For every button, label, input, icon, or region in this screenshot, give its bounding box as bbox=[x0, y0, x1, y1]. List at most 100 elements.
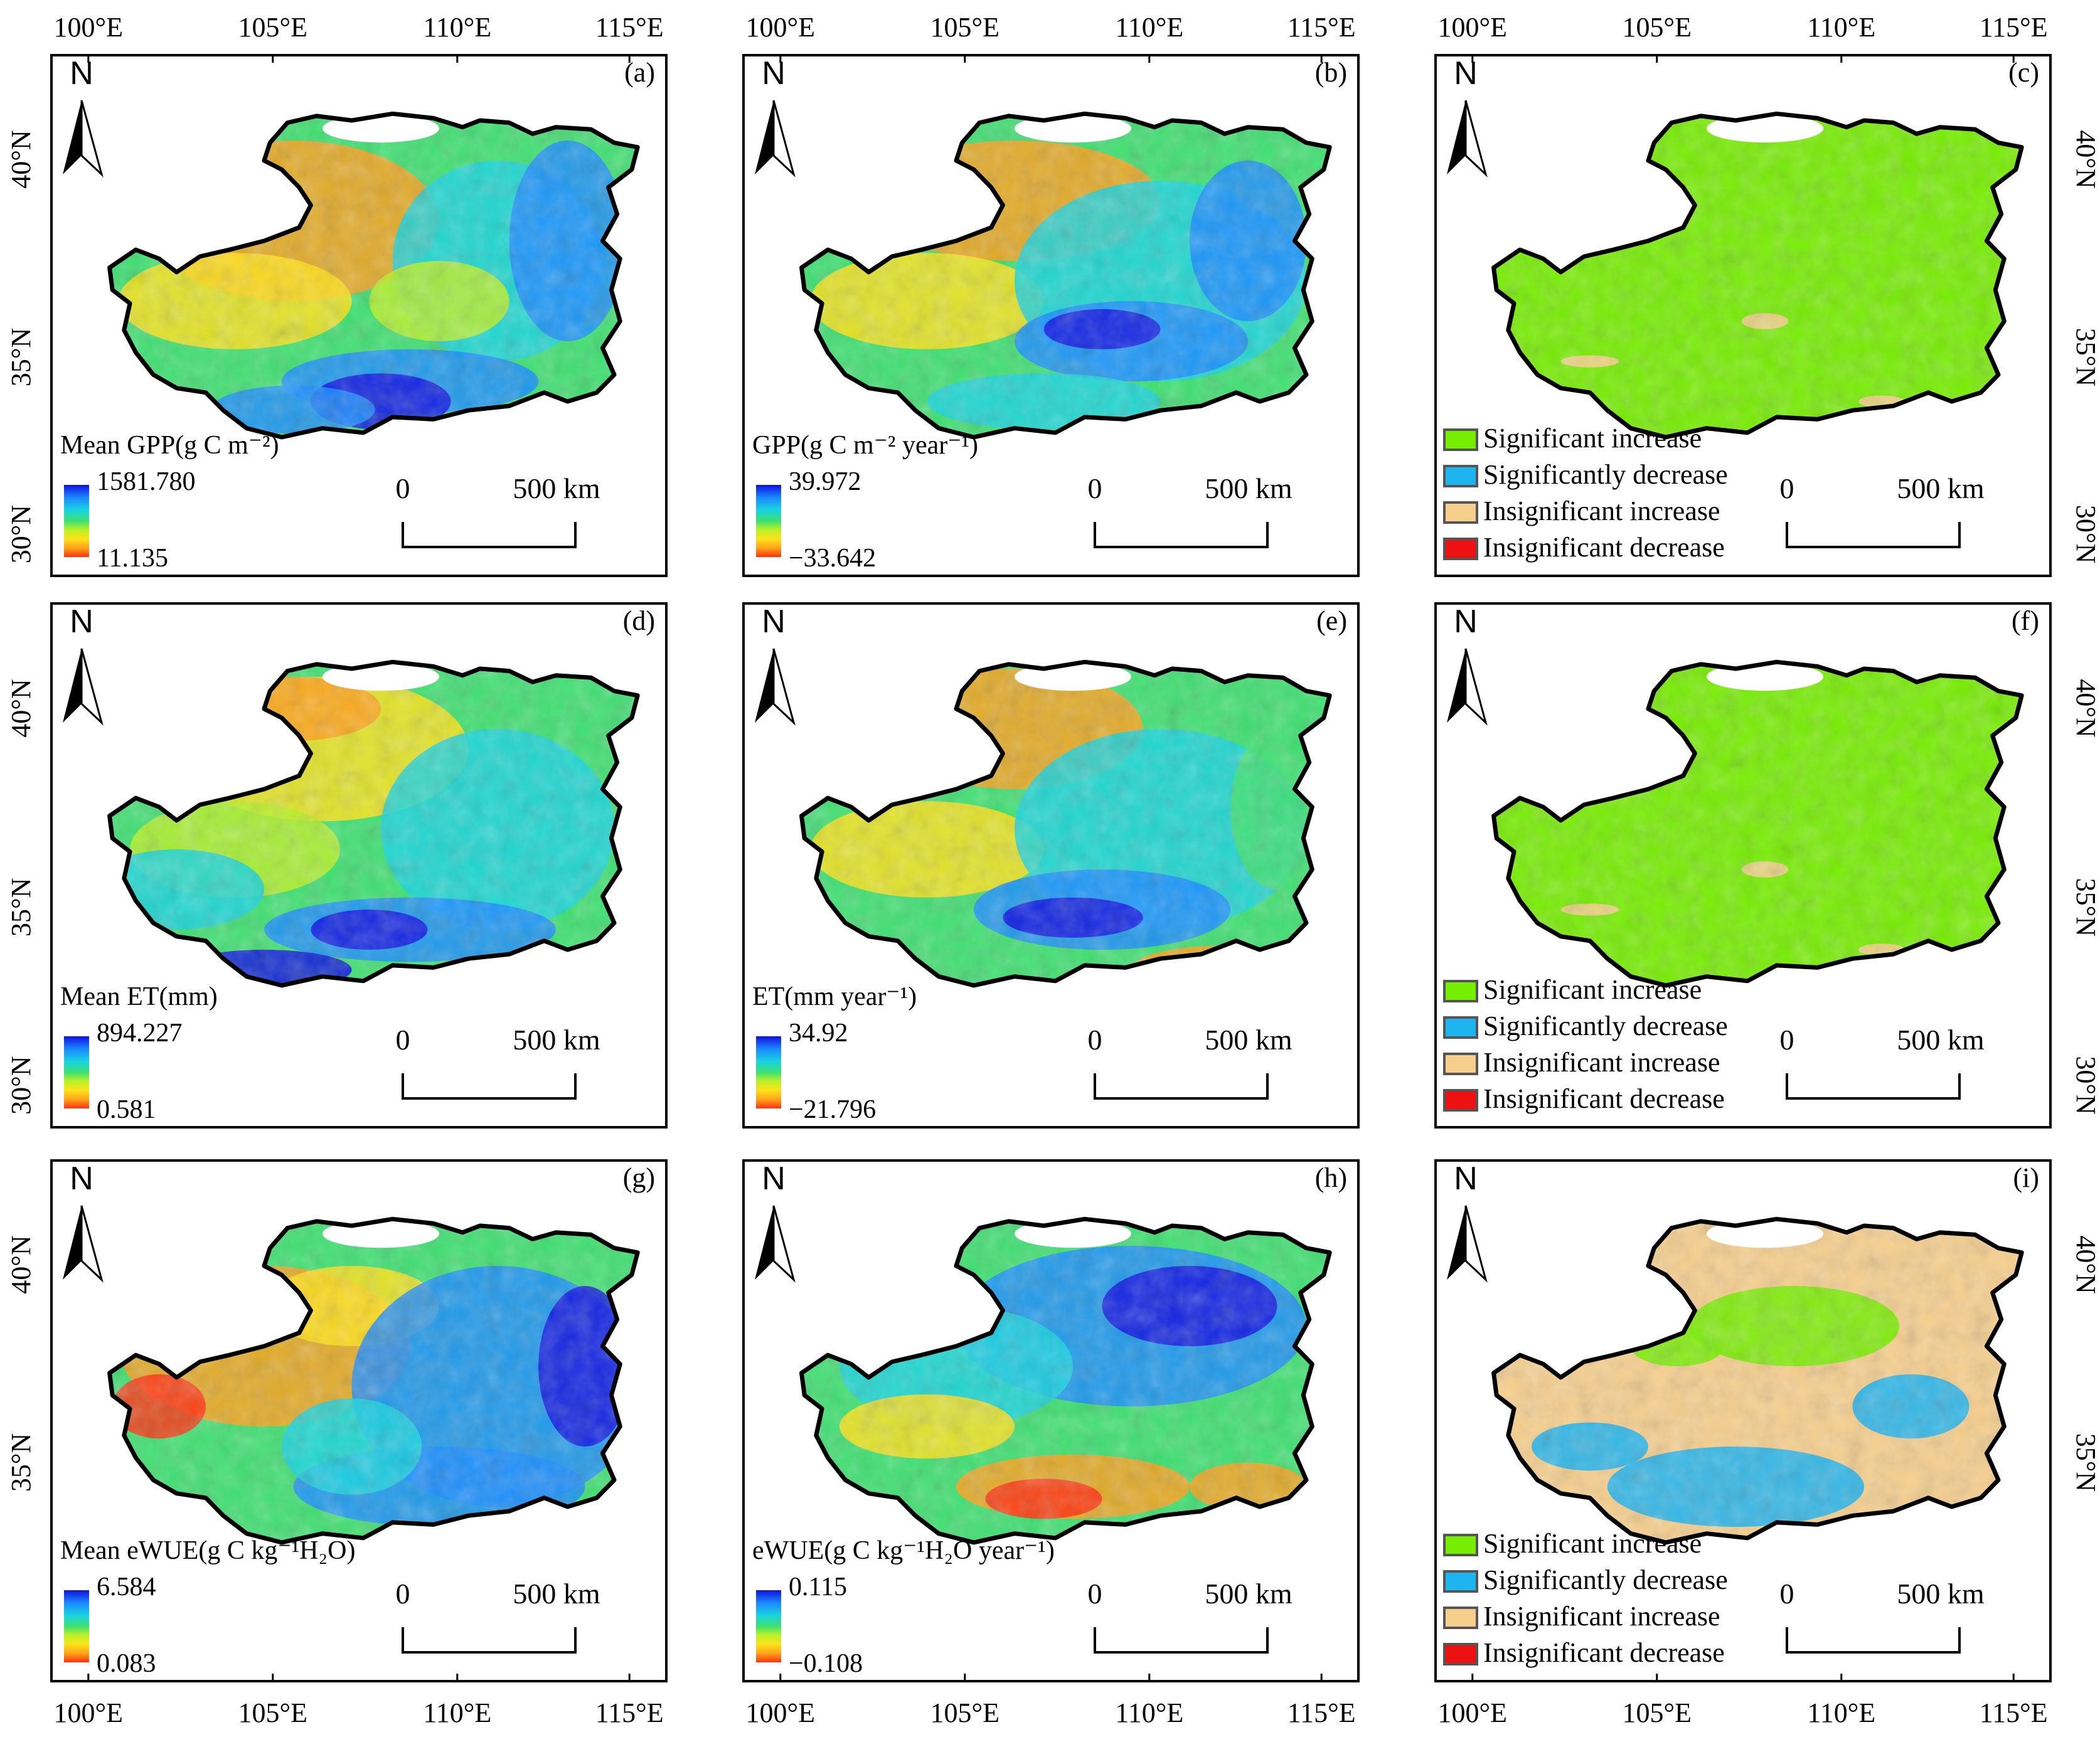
legend-max: 6.584 bbox=[97, 1573, 156, 1602]
north-arrow-right bbox=[1464, 1205, 1488, 1283]
panel-letter: (g) bbox=[623, 1162, 655, 1193]
left-axis-label: 35°N bbox=[6, 878, 36, 937]
panel-letter: (b) bbox=[1315, 57, 1347, 88]
color-ramp bbox=[64, 1590, 89, 1662]
legend-item: Insignificant decrease bbox=[1483, 532, 1725, 563]
region-boundary bbox=[1491, 111, 2024, 440]
top-axis-label: 100°E bbox=[54, 12, 123, 43]
scale-line bbox=[1094, 1073, 1269, 1100]
bottom-axis-label: 115°E bbox=[1980, 1697, 2048, 1728]
right-axis-label: 30°N bbox=[2071, 505, 2100, 563]
north-arrow-left bbox=[755, 1206, 774, 1280]
scale-line bbox=[1094, 1627, 1269, 1654]
map-panel-d[interactable]: (d) N 0 500 km Mean ET(mm) 894.227 0.581 bbox=[50, 602, 673, 1129]
north-label: N bbox=[1454, 1161, 1478, 1197]
right-axis-label: 40°N bbox=[2071, 679, 2100, 737]
legend-max: 1581.780 bbox=[97, 467, 196, 496]
scale-zero: 0 bbox=[1088, 472, 1102, 504]
scale-bar: 0 500 km bbox=[1780, 1578, 1985, 1654]
panel-letter: (h) bbox=[1315, 1162, 1347, 1193]
legend-title: eWUE(g C kg⁻¹H₂O year⁻¹) bbox=[752, 1536, 1055, 1565]
legend-title: Mean GPP(g C m⁻²) bbox=[60, 431, 279, 460]
north-arrow-left bbox=[755, 100, 774, 174]
legend-swatch bbox=[1443, 1607, 1478, 1629]
left-axis-label: 30°N bbox=[6, 505, 36, 563]
scale-zero: 0 bbox=[396, 1024, 410, 1056]
scale-line bbox=[1094, 522, 1269, 548]
left-axis-label: 40°N bbox=[6, 679, 36, 737]
north-arrow-icon: N bbox=[63, 603, 104, 726]
legend: Significant increase Significantly decrea… bbox=[1443, 1528, 1728, 1668]
legend: eWUE(g C kg⁻¹H₂O year⁻¹) 0.115 −0.108 bbox=[752, 1536, 1055, 1678]
bottom-axis-label: 100°E bbox=[746, 1697, 815, 1728]
north-arrow-right bbox=[772, 648, 796, 726]
top-axis-label: 110°E bbox=[1807, 12, 1875, 43]
scale-distance: 500 km bbox=[1205, 472, 1293, 504]
map-panel-h[interactable]: (h) N 0 500 km eWUE(g C kg⁻¹H₂O year⁻¹) 0.115… bbox=[742, 1159, 1365, 1682]
legend: Significant increase Significantly decrea… bbox=[1443, 974, 1728, 1114]
map-panel-b[interactable]: (b) N 0 500 km GPP(g C m⁻² year⁻¹) 39.972 −33.… bbox=[742, 54, 1365, 577]
right-axis-label: 35°N bbox=[2071, 878, 2100, 937]
legend-swatch bbox=[1443, 1016, 1478, 1039]
scale-distance: 500 km bbox=[513, 1024, 600, 1056]
legend-item: Insignificant increase bbox=[1483, 1047, 1720, 1078]
legend-item: Significant increase bbox=[1483, 1528, 1702, 1559]
legend: Mean eWUE(g C kg⁻¹H₂O) 6.584 0.083 bbox=[60, 1536, 355, 1678]
scale-bar: 0 500 km bbox=[1088, 1024, 1293, 1100]
scale-bar: 0 500 km bbox=[1088, 1578, 1293, 1654]
north-label: N bbox=[70, 603, 93, 640]
top-axis-label: 115°E bbox=[1287, 12, 1356, 43]
scale-line bbox=[402, 522, 577, 548]
bottom-axis-label: 100°E bbox=[1438, 1697, 1507, 1728]
north-label: N bbox=[1454, 55, 1478, 92]
map-panel-e[interactable]: (e) N 0 500 km ET(mm year⁻¹) 34.92 −21.796 bbox=[742, 602, 1365, 1129]
legend-min: −33.642 bbox=[789, 544, 876, 573]
north-arrow-icon: N bbox=[63, 55, 104, 178]
north-label: N bbox=[762, 1161, 786, 1197]
legend-swatch bbox=[1443, 1053, 1478, 1075]
panel-letter: (d) bbox=[623, 605, 655, 636]
scale-line bbox=[1786, 1073, 1961, 1100]
legend: Mean ET(mm) 894.227 0.581 bbox=[60, 982, 218, 1124]
right-axis-label: 35°N bbox=[2071, 1433, 2100, 1492]
scale-line bbox=[402, 1073, 577, 1100]
north-label: N bbox=[70, 55, 93, 92]
top-axis-label: 100°E bbox=[746, 12, 815, 43]
scale-line bbox=[1786, 522, 1961, 548]
bottom-axis-label: 105°E bbox=[1623, 1697, 1692, 1728]
legend-min: 0.083 bbox=[97, 1649, 156, 1678]
legend-swatch bbox=[1443, 428, 1478, 451]
right-axis-label: 35°N bbox=[2071, 328, 2100, 386]
color-ramp bbox=[64, 1036, 89, 1108]
raster-layer bbox=[1493, 114, 2022, 437]
raster-layer bbox=[801, 1219, 1330, 1543]
legend-item: Significantly decrease bbox=[1483, 1011, 1728, 1041]
left-axis-label: 40°N bbox=[6, 1235, 36, 1293]
region-boundary bbox=[107, 1216, 640, 1545]
scale-bar: 0 500 km bbox=[396, 1024, 600, 1100]
legend-swatch bbox=[1443, 1534, 1478, 1556]
legend-item: Significant increase bbox=[1483, 423, 1702, 454]
top-axis-label: 105°E bbox=[1623, 12, 1692, 43]
legend-min: −21.796 bbox=[789, 1095, 876, 1124]
map-panel-g[interactable]: (g) N 0 500 km Mean eWUE(g C kg⁻¹H₂O) 6.584 0.… bbox=[50, 1159, 673, 1682]
region-boundary bbox=[107, 111, 640, 440]
legend-title: GPP(g C m⁻² year⁻¹) bbox=[752, 431, 978, 460]
legend-max: 39.972 bbox=[789, 467, 861, 496]
scale-zero: 0 bbox=[396, 1578, 410, 1610]
north-arrow-icon: N bbox=[1447, 1161, 1488, 1283]
region-boundary bbox=[799, 659, 1332, 988]
north-arrow-left bbox=[1447, 100, 1466, 174]
scale-bar: 0 500 km bbox=[396, 472, 600, 548]
north-arrow-icon: N bbox=[1447, 55, 1488, 178]
bottom-axis-label: 105°E bbox=[930, 1697, 999, 1728]
top-axis-label: 115°E bbox=[595, 12, 664, 43]
north-arrow-left bbox=[63, 649, 82, 723]
bottom-axis-label: 100°E bbox=[54, 1697, 123, 1728]
legend-max: 0.115 bbox=[789, 1573, 847, 1602]
region-boundary bbox=[1491, 1216, 2024, 1545]
